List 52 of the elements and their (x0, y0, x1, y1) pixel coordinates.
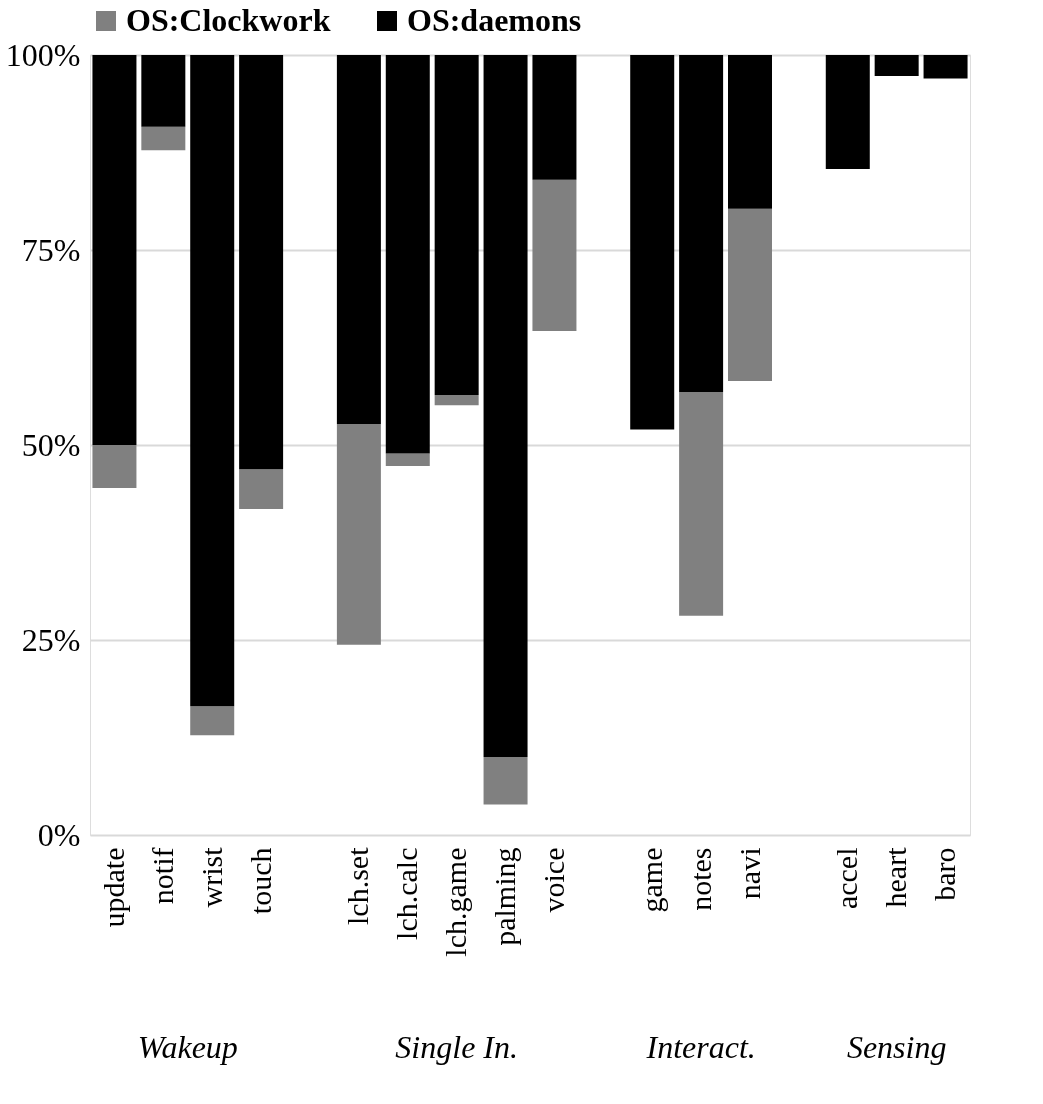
y-tick-label: 100% (5, 36, 81, 73)
bar (92, 445, 137, 488)
x-tick-label: update (96, 847, 130, 928)
x-tick-label: notif (145, 847, 179, 905)
bar (630, 55, 675, 430)
bar (336, 55, 381, 424)
bar (483, 55, 528, 757)
x-tick-label: lch.calc (390, 847, 424, 940)
x-tick-label: game (634, 847, 668, 913)
text: Sensing (846, 1029, 947, 1065)
bar (434, 55, 479, 396)
x-tick-label: touch (243, 847, 277, 915)
y-tick-label: 50% (21, 426, 81, 463)
x-tick-label: wrist (194, 846, 228, 908)
bar (874, 55, 919, 77)
bar (239, 55, 284, 470)
bar (483, 757, 528, 805)
x-tick-label: notes (683, 847, 717, 911)
bar (532, 179, 577, 332)
bar (434, 395, 479, 406)
bar (532, 55, 577, 180)
y-tick-label: 25% (21, 621, 81, 658)
legend-label: OS:Clockwork (126, 2, 331, 38)
bar (385, 453, 430, 467)
bar (92, 55, 137, 445)
x-tick-label: lch.set (341, 846, 375, 925)
bar (728, 55, 772, 209)
bar (679, 391, 724, 616)
text: Single In. (395, 1029, 518, 1065)
text: Wakeup (137, 1029, 238, 1065)
x-tick-label: lch.game (439, 847, 473, 957)
x-tick-label: navi (732, 847, 766, 900)
bar (923, 55, 968, 79)
bar (141, 55, 186, 127)
legend-label: OS:daemons (407, 2, 582, 38)
x-tick-label: heart (879, 846, 913, 908)
text: Interact. (645, 1029, 756, 1065)
y-tick-label: 0% (37, 816, 81, 853)
bar (679, 55, 724, 392)
bar (728, 208, 772, 382)
x-tick-label: accel (830, 847, 864, 910)
x-tick-label: baro (928, 847, 962, 901)
bar (385, 55, 430, 454)
bar (336, 423, 381, 645)
bar (825, 55, 870, 169)
bar (190, 55, 235, 707)
x-tick-label: voice (536, 847, 570, 913)
bar (190, 706, 235, 736)
bar (239, 469, 284, 509)
bar (141, 126, 186, 151)
y-tick-label: 75% (21, 231, 81, 268)
x-tick-label: palming (488, 847, 522, 946)
